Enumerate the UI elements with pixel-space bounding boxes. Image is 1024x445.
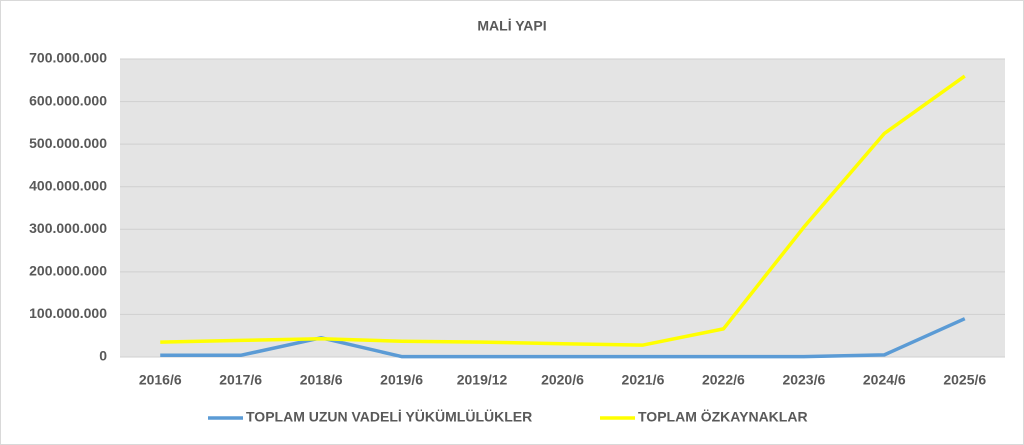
y-tick-label: 300.000.000 bbox=[29, 220, 107, 236]
y-tick-label: 500.000.000 bbox=[29, 135, 107, 151]
plot-area bbox=[120, 59, 1005, 357]
x-tick-label: 2016/6 bbox=[139, 372, 182, 388]
y-tick-label: 600.000.000 bbox=[29, 92, 107, 108]
series-line bbox=[160, 317, 966, 359]
x-tick-label: 2022/6 bbox=[702, 372, 745, 388]
x-tick-label: 2018/6 bbox=[300, 372, 343, 388]
x-tick-label: 2019/12 bbox=[457, 372, 508, 388]
x-tick-label: 2020/6 bbox=[541, 372, 584, 388]
legend-label: TOPLAM ÖZKAYNAKLAR bbox=[638, 409, 808, 425]
y-tick-label: 400.000.000 bbox=[29, 177, 107, 193]
y-tick-label: 700.000.000 bbox=[29, 50, 107, 66]
x-tick-label: 2025/6 bbox=[943, 372, 986, 388]
legend-label: TOPLAM UZUN VADELİ YÜKÜMLÜLÜKLER bbox=[246, 409, 532, 425]
x-tick-label: 2024/6 bbox=[863, 372, 906, 388]
y-tick-label: 0 bbox=[99, 348, 107, 364]
x-tick-label: 2023/6 bbox=[782, 372, 825, 388]
y-tick-label: 100.000.000 bbox=[29, 305, 107, 321]
x-tick-label: 2017/6 bbox=[219, 372, 262, 388]
series-line bbox=[160, 74, 966, 347]
x-tick-label: 2021/6 bbox=[622, 372, 665, 388]
chart-title: MALİ YAPI bbox=[477, 18, 546, 34]
y-tick-label: 200.000.000 bbox=[29, 263, 107, 279]
x-tick-label: 2019/6 bbox=[380, 372, 423, 388]
